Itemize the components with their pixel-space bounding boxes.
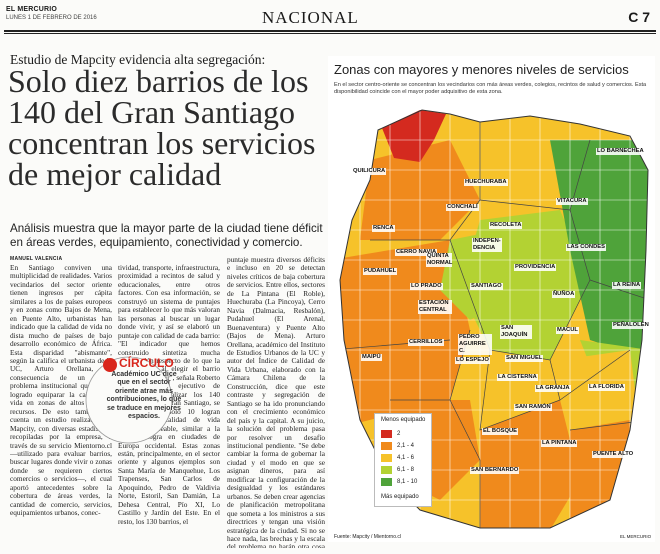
legend-item: 8,1 - 10 bbox=[381, 477, 417, 486]
legend-item: 2 bbox=[381, 429, 400, 438]
page-number: C 7 bbox=[628, 9, 650, 25]
map-label-lo-barnechea: LO BARNECHEA bbox=[596, 148, 645, 155]
map-label-santiago: SANTIAGO bbox=[470, 283, 503, 290]
map-label-quinta-normal: QUINTA NORMAL bbox=[426, 253, 453, 267]
map-label-estacion-central: ESTACIÓN CENTRAL bbox=[418, 300, 452, 314]
legend-swatch bbox=[381, 429, 392, 438]
newspaper-name: EL MERCURIO bbox=[6, 6, 58, 13]
legend-label: 6,1 - 8 bbox=[397, 466, 415, 473]
map-label-san-ramon: SAN RAMÓN bbox=[514, 404, 552, 411]
map-label-san-joaquin: SAN JOAQUÍN bbox=[500, 325, 532, 339]
legend-label: 8,1 - 10 bbox=[397, 478, 418, 485]
legend-item: 6,1 - 8 bbox=[381, 465, 414, 474]
article-subhead: Análisis muestra que la mayor parte de l… bbox=[10, 222, 323, 249]
legend-swatch bbox=[381, 477, 392, 486]
article-column-3: puntaje muestra diversos déficits e incl… bbox=[227, 256, 325, 548]
map-label-el-bosque: EL BOSQUE bbox=[482, 428, 519, 435]
callout-text: Académico UC dice que en el sector orien… bbox=[106, 371, 182, 421]
map-label-cerro-navia: CERRO NAVIA bbox=[395, 249, 438, 256]
article-column-1: En Santiago conviven una multiplicidad d… bbox=[10, 264, 112, 518]
map-label-lo-prado: LO PRADO bbox=[410, 283, 443, 290]
legend-title: Menos equipado bbox=[381, 417, 426, 423]
map-label-quilicura: QUILICURA bbox=[352, 168, 387, 175]
map-label-cerrillos: CERRILLOS bbox=[408, 339, 444, 346]
legend-swatch bbox=[381, 465, 392, 474]
map-label-la-pintana: LA PINTANA bbox=[541, 440, 578, 447]
callout-circle-graphic bbox=[85, 356, 173, 444]
legend-swatch bbox=[381, 441, 392, 450]
map-label-vitacura: VITACURA bbox=[556, 198, 588, 205]
legend-item: 2,1 - 4 bbox=[381, 441, 414, 450]
map-label-la-granja: LA GRANJA bbox=[535, 385, 571, 392]
red-dot-icon bbox=[103, 358, 117, 372]
map-label-renca: RENCA bbox=[372, 225, 395, 232]
map-description: En el sector centro-oriente se concentra… bbox=[334, 82, 647, 95]
map-label-nunoa: ÑUÑOA bbox=[552, 291, 576, 298]
map-label-conchali: CONCHALÍ bbox=[446, 204, 479, 211]
map-label-puente-alto: PUENTE ALTO bbox=[592, 451, 635, 458]
map-label-la-florida: LA FLORIDA bbox=[588, 384, 625, 391]
map-label-la-reina: LA REINA bbox=[612, 282, 642, 289]
publication-date: LUNES 1 DE FEBRERO DE 2016 bbox=[6, 15, 97, 21]
header-rule bbox=[4, 30, 656, 32]
article-kicker: Estudio de Mapcity evidencia alta segreg… bbox=[10, 52, 266, 67]
map-label-maipu: MAIPÚ bbox=[361, 354, 382, 361]
callout-title: CÍRCULO bbox=[119, 356, 174, 370]
map-label-macul: MACUL bbox=[556, 327, 579, 334]
map-label-independencia: INDEPEN-DENCIA bbox=[472, 238, 502, 252]
section-title: NACIONAL bbox=[262, 8, 359, 27]
article-headline: Solo diez barrios de los 140 del Gran Sa… bbox=[8, 63, 316, 192]
legend-label: 2,1 - 4 bbox=[397, 442, 415, 449]
map-label-las-condes: LAS CONDES bbox=[566, 244, 607, 251]
critical-zone-quilicura bbox=[382, 110, 446, 162]
map-label-san-bernardo: SAN BERNARDO bbox=[470, 467, 520, 474]
map-title: Zonas con mayores y menores niveles de s… bbox=[334, 62, 629, 77]
map-label-providencia: PROVIDENCIA bbox=[514, 264, 557, 271]
map-label-la-cisterna: LA CISTERNA bbox=[497, 374, 538, 381]
map-label-san-miguel: SAN MIGUEL bbox=[505, 355, 544, 362]
map-credit: EL MERCURIO bbox=[620, 534, 652, 539]
map-label-pudahuel: PUDAHUEL bbox=[363, 268, 398, 275]
map-label-pedro-aguirre-cerda: PEDRO AGUIRRE C. bbox=[458, 334, 492, 355]
map-label-recoleta: RECOLETA bbox=[489, 222, 523, 229]
map-label-lo-espejo: LO ESPEJO bbox=[455, 357, 490, 364]
map-legend: Menos equipado 2 2,1 - 4 4,1 - 6 6,1 - 8 8,1… bbox=[374, 413, 432, 507]
legend-footer: Más equipado bbox=[381, 494, 419, 500]
legend-label: 4,1 - 6 bbox=[397, 454, 415, 461]
header-rule-thin bbox=[4, 33, 656, 34]
article-byline: MANUEL VALENCIA bbox=[10, 256, 63, 262]
legend-swatch bbox=[381, 453, 392, 462]
map-label-penalolen: PEÑALOLÉN bbox=[612, 322, 650, 329]
map-source: Fuente: Mapcity / Mientorno.cl bbox=[334, 534, 401, 540]
map-label-huechuraba: HUECHURABA bbox=[464, 179, 508, 186]
legend-item: 4,1 - 6 bbox=[381, 453, 414, 462]
legend-label: 2 bbox=[397, 430, 401, 437]
